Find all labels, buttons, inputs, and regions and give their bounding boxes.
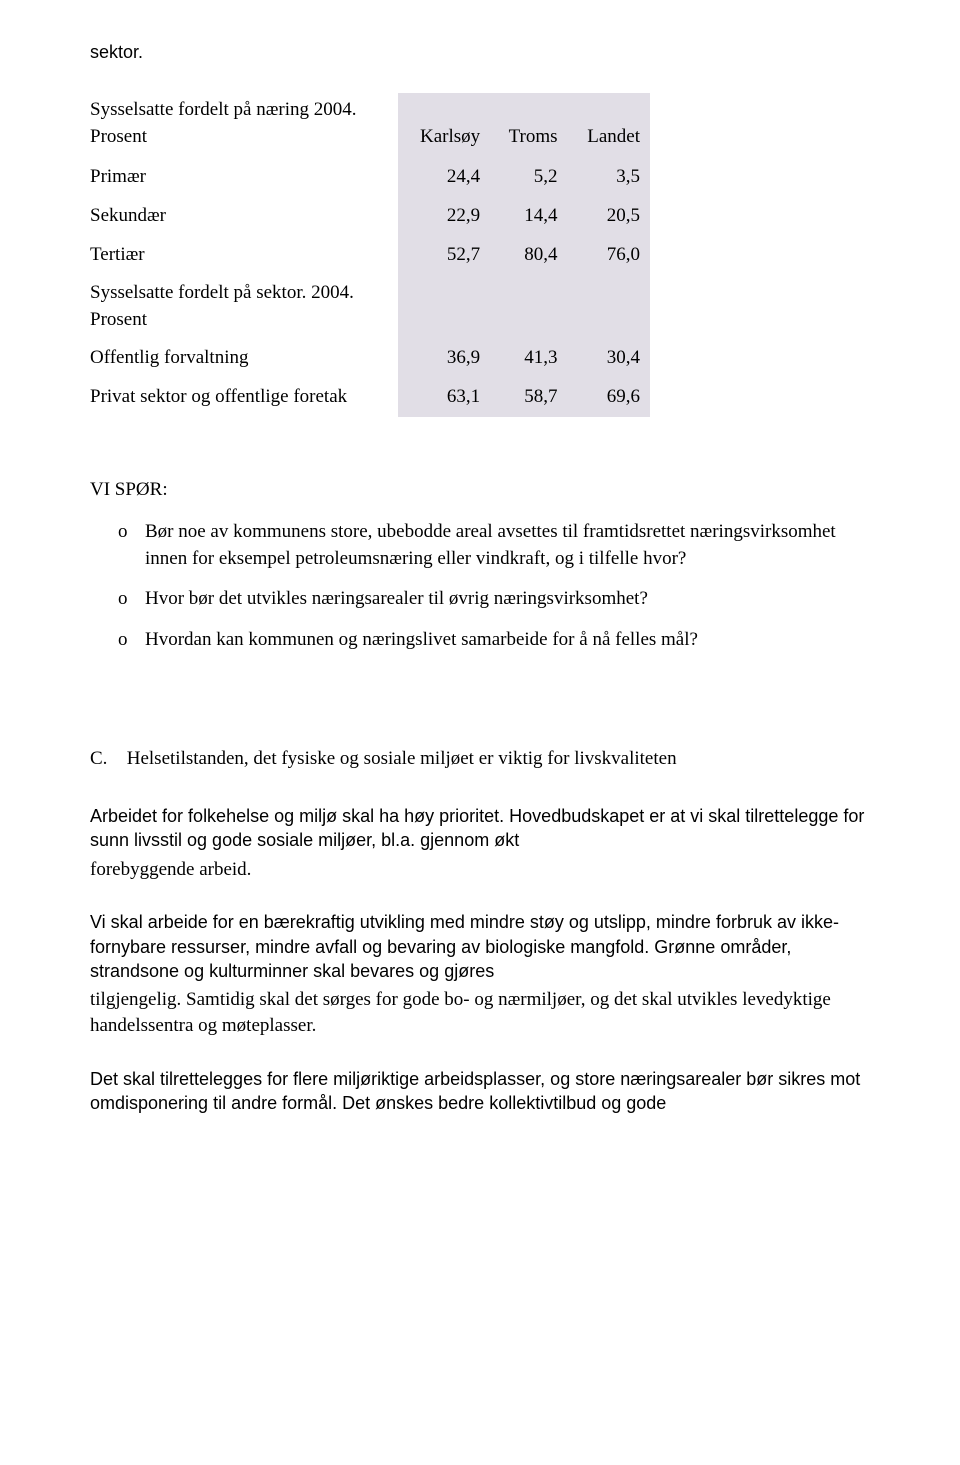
table-row: Sysselsatte fordelt på næring 2004. Pros… xyxy=(90,93,650,158)
table1-intro-line1: Sysselsatte fordelt på næring 2004. xyxy=(90,97,388,124)
row-label: Tertiær xyxy=(90,236,398,275)
cell-empty xyxy=(490,274,567,339)
table-naering: Sysselsatte fordelt på næring 2004. Pros… xyxy=(90,93,650,416)
table-intro-cell: Sysselsatte fordelt på næring 2004. Pros… xyxy=(90,93,398,158)
table-row: Offentlig forvaltning 36,9 41,3 30,4 xyxy=(90,339,650,378)
section-c-text: Helsetilstanden, det fysiske og sosiale … xyxy=(127,748,677,769)
cell: 52,7 xyxy=(398,236,490,275)
paragraph-1: Arbeidet for folkehelse og miljø skal ha… xyxy=(90,804,870,882)
para2-part-b: tilgjengelig. Samtidig skal det sørges f… xyxy=(90,987,870,1038)
cell: 36,9 xyxy=(398,339,490,378)
col-header: Landet xyxy=(568,93,650,158)
table2-intro-row: Sysselsatte fordelt på sektor. 2004. Pro… xyxy=(90,274,650,339)
para3-text: Det skal tilrettelegges for flere miljør… xyxy=(90,1069,860,1113)
para1-part-a: Arbeidet for folkehelse og miljø skal ha… xyxy=(90,806,864,850)
table-row: Privat sektor og offentlige foretak 63,1… xyxy=(90,378,650,417)
section-c-heading: C. Helsetilstanden, det fysiske og sosia… xyxy=(90,746,870,773)
section-c-num: C. xyxy=(90,746,122,773)
cell: 58,7 xyxy=(490,378,567,417)
bullet-marker: o xyxy=(90,586,145,613)
cell: 69,6 xyxy=(568,378,650,417)
list-item: o Hvordan kan kommunen og næringslivet s… xyxy=(90,627,870,654)
para2-part-a: Vi skal arbeide for en bærekraftig utvik… xyxy=(90,912,839,981)
list-text: Bør noe av kommunens store, ubebodde are… xyxy=(145,519,870,572)
cell-empty xyxy=(398,274,490,339)
vi-spor-section: VI SPØR: o Bør noe av kommunens store, u… xyxy=(90,477,870,654)
cell: 41,3 xyxy=(490,339,567,378)
table-row: Sekundær 22,9 14,4 20,5 xyxy=(90,197,650,236)
cell: 20,5 xyxy=(568,197,650,236)
list-text: Hvor bør det utvikles næringsarealer til… xyxy=(145,586,870,613)
col-header: Troms xyxy=(490,93,567,158)
cell: 24,4 xyxy=(398,158,490,197)
col-header: Karlsøy xyxy=(398,93,490,158)
row-label: Sekundær xyxy=(90,197,398,236)
para1-part-b: forebyggende arbeid. xyxy=(90,857,870,883)
list-item: o Bør noe av kommunens store, ubebodde a… xyxy=(90,519,870,572)
bullet-marker: o xyxy=(90,519,145,572)
row-label: Privat sektor og offentlige foretak xyxy=(90,378,398,417)
list-item: o Hvor bør det utvikles næringsarealer t… xyxy=(90,586,870,613)
bullet-marker: o xyxy=(90,627,145,654)
cell: 80,4 xyxy=(490,236,567,275)
paragraph-2: Vi skal arbeide for en bærekraftig utvik… xyxy=(90,910,870,1038)
vi-spor-label: VI SPØR: xyxy=(90,477,870,504)
table1-intro-line2: Prosent xyxy=(90,124,388,151)
list-text: Hvordan kan kommunen og næringslivet sam… xyxy=(145,627,870,654)
cell: 3,5 xyxy=(568,158,650,197)
table-row: Primær 24,4 5,2 3,5 xyxy=(90,158,650,197)
cell: 76,0 xyxy=(568,236,650,275)
table2-intro: Sysselsatte fordelt på sektor. 2004. Pro… xyxy=(90,274,398,339)
top-word: sektor. xyxy=(90,40,870,65)
paragraph-3: Det skal tilrettelegges for flere miljør… xyxy=(90,1067,870,1116)
cell: 30,4 xyxy=(568,339,650,378)
row-label: Offentlig forvaltning xyxy=(90,339,398,378)
cell: 14,4 xyxy=(490,197,567,236)
table-row: Tertiær 52,7 80,4 76,0 xyxy=(90,236,650,275)
cell: 5,2 xyxy=(490,158,567,197)
cell: 22,9 xyxy=(398,197,490,236)
cell-empty xyxy=(568,274,650,339)
cell: 63,1 xyxy=(398,378,490,417)
row-label: Primær xyxy=(90,158,398,197)
